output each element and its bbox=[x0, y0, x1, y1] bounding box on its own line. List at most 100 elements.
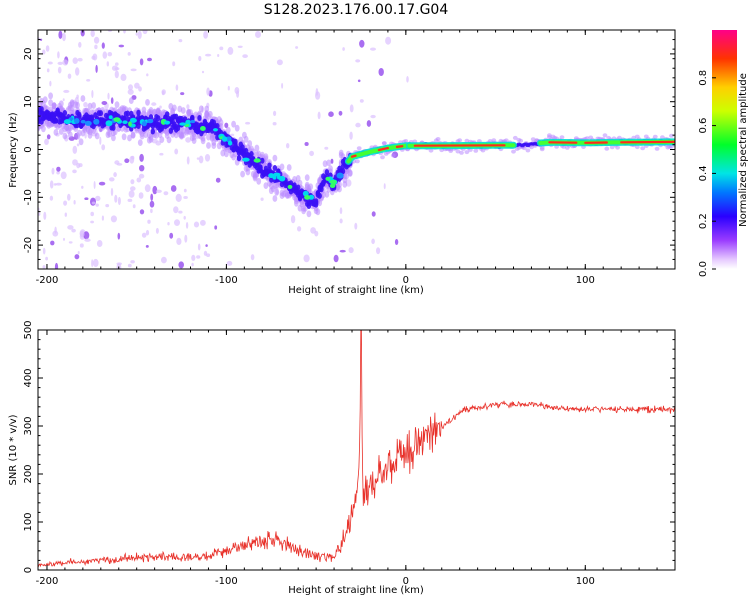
band-halo bbox=[640, 146, 646, 151]
band-halo bbox=[127, 134, 132, 142]
x-tick-label: 0 bbox=[403, 275, 409, 286]
band-halo bbox=[518, 138, 524, 143]
noise-speckle bbox=[83, 102, 88, 108]
noise-speckle bbox=[196, 157, 200, 160]
noise-speckle bbox=[147, 219, 151, 224]
noise-speckle bbox=[101, 101, 108, 105]
noise-speckle bbox=[161, 90, 165, 96]
y-tick-label: -10 bbox=[23, 189, 34, 205]
intensity-spot bbox=[221, 136, 228, 142]
noise-speckle bbox=[56, 166, 61, 172]
band-halo bbox=[48, 99, 53, 107]
noise-speckle bbox=[42, 265, 46, 269]
band-halo bbox=[53, 129, 59, 136]
x-tick-label: -100 bbox=[215, 275, 238, 286]
y-tick-label: 20 bbox=[23, 48, 34, 61]
spectrogram-x-label: Height of straight line (km) bbox=[288, 285, 424, 296]
band-halo bbox=[111, 134, 116, 142]
band-halo bbox=[464, 150, 470, 155]
noise-speckle bbox=[114, 160, 120, 165]
noise-speckle bbox=[84, 238, 91, 242]
noise-speckle bbox=[77, 57, 83, 62]
noise-speckle bbox=[317, 111, 321, 120]
band-halo bbox=[234, 124, 240, 132]
band-halo bbox=[254, 144, 260, 152]
band-halo bbox=[62, 132, 68, 140]
noise-speckle bbox=[114, 70, 119, 79]
intensity-spot bbox=[105, 120, 113, 127]
noise-speckle bbox=[132, 204, 136, 209]
band-core bbox=[111, 124, 116, 131]
band-core bbox=[136, 109, 141, 116]
band-halo bbox=[326, 159, 332, 167]
band-halo bbox=[634, 145, 640, 150]
noise-speckle bbox=[113, 172, 117, 178]
noise-speckle bbox=[67, 193, 71, 201]
band-core bbox=[148, 114, 154, 121]
band-halo bbox=[356, 146, 362, 151]
intensity-spot bbox=[302, 190, 309, 197]
noise-speckle bbox=[49, 80, 52, 87]
intensity-spot bbox=[113, 117, 121, 122]
band-halo bbox=[609, 145, 615, 150]
intensity-spot bbox=[242, 157, 250, 162]
band-halo bbox=[455, 149, 461, 154]
noise-speckle bbox=[359, 99, 364, 103]
band-core bbox=[215, 123, 220, 129]
band-halo bbox=[191, 137, 197, 145]
band-halo bbox=[530, 137, 536, 142]
band-halo bbox=[304, 174, 310, 182]
intensity-spot bbox=[278, 175, 286, 182]
noise-speckle bbox=[130, 68, 137, 72]
intensity-spot bbox=[273, 172, 281, 177]
noise-speckle bbox=[124, 158, 130, 163]
x-tick-label: 0 bbox=[403, 576, 409, 587]
noise-speckle bbox=[191, 254, 196, 261]
noise-speckle bbox=[110, 187, 114, 197]
spectrogram-frame bbox=[37, 29, 676, 270]
band-halo bbox=[58, 128, 64, 135]
colorbar-tick-label: 0.6 bbox=[698, 118, 709, 134]
noise-speckle bbox=[118, 44, 125, 48]
noise-speckle bbox=[215, 177, 221, 183]
colorbar-label: Normalized spectral amplitude bbox=[738, 73, 749, 227]
noise-speckle bbox=[72, 159, 78, 166]
noise-speckle bbox=[74, 254, 80, 260]
band-halo bbox=[435, 137, 441, 141]
band-halo bbox=[121, 133, 127, 141]
noise-speckle bbox=[183, 196, 188, 199]
noise-speckle bbox=[152, 185, 158, 195]
noise-speckle bbox=[127, 89, 134, 95]
noise-speckle bbox=[102, 51, 108, 59]
noise-speckle bbox=[117, 196, 121, 206]
band-halo bbox=[403, 139, 409, 143]
band-core bbox=[313, 198, 319, 205]
colorbar-tick-label: 0.2 bbox=[698, 213, 709, 229]
band-halo bbox=[206, 142, 211, 149]
noise-speckle bbox=[49, 180, 54, 189]
noise-speckle bbox=[53, 183, 57, 186]
intensity-spot bbox=[80, 119, 86, 124]
noise-speckle bbox=[178, 39, 183, 43]
colorbar-gradient bbox=[712, 30, 737, 269]
noise-speckle bbox=[324, 146, 329, 150]
colorbar-tick-label: 0.8 bbox=[698, 70, 709, 86]
band-halo bbox=[207, 110, 213, 118]
y-tick-label: 100 bbox=[23, 512, 34, 531]
noise-speckle bbox=[197, 243, 201, 251]
band-halo bbox=[342, 181, 348, 188]
noise-speckle bbox=[272, 122, 277, 126]
noise-speckle bbox=[127, 198, 133, 202]
snr-y-label: SNR (10 * v/v) bbox=[8, 414, 19, 485]
intensity-spot bbox=[253, 158, 261, 163]
noise-speckle bbox=[205, 53, 212, 57]
band-halo bbox=[615, 145, 620, 150]
y-tick-label: 10 bbox=[23, 95, 34, 108]
noise-speckle bbox=[155, 140, 162, 146]
noise-speckle bbox=[149, 200, 155, 208]
band-halo bbox=[315, 208, 321, 216]
noise-speckle bbox=[62, 98, 65, 102]
band-halo bbox=[211, 142, 217, 150]
noise-speckle bbox=[370, 47, 376, 51]
carrier-peak bbox=[395, 145, 404, 148]
